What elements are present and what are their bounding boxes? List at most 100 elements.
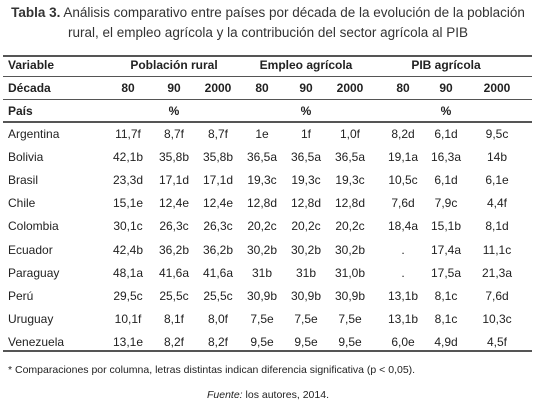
unit: % xyxy=(300,104,312,118)
cell: 20,2c xyxy=(291,219,321,234)
cell: 4,4f xyxy=(486,196,508,211)
decade: 90 xyxy=(439,81,453,95)
cell: 21,3a xyxy=(481,265,513,280)
cell: 4,9d xyxy=(434,334,458,349)
country: Chile xyxy=(8,196,36,211)
cell: 10,5c xyxy=(388,173,418,188)
cell: 17,4a xyxy=(430,242,462,257)
cell: 13,1e xyxy=(112,334,144,349)
cell: 15,1b xyxy=(430,219,462,234)
cell: 7,5e xyxy=(250,311,274,326)
cell: 41,6a xyxy=(202,265,234,280)
cell: 25,5c xyxy=(203,288,233,303)
cell: 30,1c xyxy=(113,219,143,234)
cell: 19,3c xyxy=(335,173,365,188)
cell: 13,1b xyxy=(387,288,419,303)
cell: 17,1d xyxy=(158,173,190,188)
cell: 12,8d xyxy=(246,196,278,211)
cell: 13,1b xyxy=(387,311,419,326)
header-decade: Década xyxy=(8,81,51,95)
cell: 1f xyxy=(300,127,312,141)
cell: 12,8d xyxy=(290,196,322,211)
cell: 30,2b xyxy=(246,242,278,257)
cell: 8,1c xyxy=(434,288,458,303)
decade: 2000 xyxy=(204,81,232,95)
cell: 6,0e xyxy=(391,334,415,349)
cell: 11,7f xyxy=(115,127,141,141)
cell: 12,8d xyxy=(334,196,366,211)
cell: 26,3c xyxy=(159,219,189,234)
cell: 36,5a xyxy=(290,150,322,165)
country: Venezuela xyxy=(8,334,65,349)
cell: 42,4b xyxy=(112,242,144,257)
cell: 7,6d xyxy=(485,288,509,303)
cell: 11,1c xyxy=(482,242,512,257)
cell: . xyxy=(401,242,405,257)
rule xyxy=(3,350,532,352)
country: Uruguay xyxy=(8,311,54,326)
cell: 35,8b xyxy=(158,150,190,165)
group-header: Población rural xyxy=(130,58,218,72)
cell: 10,1f xyxy=(114,311,142,326)
cell: 31b xyxy=(251,265,273,280)
cell: 8,0f xyxy=(207,311,229,326)
cell: 42,1b xyxy=(112,150,144,165)
country: Paraguay xyxy=(8,265,60,280)
cell: 20,2c xyxy=(335,219,365,234)
cell: 31,0b xyxy=(334,265,366,280)
cell: 12,4e xyxy=(202,196,234,211)
cell: 6,1d xyxy=(434,127,458,141)
country: Ecuador xyxy=(8,242,53,257)
cell: 36,5a xyxy=(246,150,278,165)
source-text: los autores, 2014. xyxy=(245,389,330,401)
footnote: * Comparaciones por columna, letras dist… xyxy=(8,364,416,376)
cell: 18,4a xyxy=(387,219,419,234)
cell: 16,3a xyxy=(430,150,462,165)
decade: 80 xyxy=(255,81,269,95)
cell: 14b xyxy=(486,150,508,165)
country: Colombia xyxy=(8,219,59,234)
cell: 35,8b xyxy=(202,150,234,165)
cell: 6,1d xyxy=(434,173,458,188)
cell: 30,2b xyxy=(290,242,322,257)
unit: % xyxy=(440,104,452,118)
cell: 8,7f xyxy=(163,127,185,141)
decade: 80 xyxy=(396,81,410,95)
cell: 8,1f xyxy=(163,311,185,326)
cell: 7,5e xyxy=(294,311,318,326)
decade: 2000 xyxy=(336,81,364,95)
cell: 36,5a xyxy=(334,150,366,165)
cell: 17,1d xyxy=(202,173,234,188)
cell: 9,5e xyxy=(294,334,318,349)
rule xyxy=(3,76,532,77)
unit: % xyxy=(168,104,180,118)
cell: 7,9c xyxy=(434,196,458,211)
cell: 17,5a xyxy=(430,265,462,280)
cell: 19,1a xyxy=(387,150,419,165)
cell: 31b xyxy=(295,265,317,280)
cell: 12,4e xyxy=(158,196,190,211)
cell: 7,5e xyxy=(338,311,362,326)
decade: 90 xyxy=(299,81,313,95)
country: Bolivia xyxy=(8,150,44,165)
decade: 90 xyxy=(167,81,181,95)
rule xyxy=(3,99,532,100)
cell: 20,2c xyxy=(247,219,277,234)
cell: 8,2d xyxy=(391,127,415,141)
cell: 1,0f xyxy=(339,127,361,141)
header-country: País xyxy=(8,104,33,118)
header-variable: Variable xyxy=(8,58,55,72)
source: Fuente: los autores, 2014. xyxy=(207,388,329,402)
cell: 9,5e xyxy=(250,334,274,349)
cell: 25,5c xyxy=(159,288,189,303)
title-label: Tabla 3. xyxy=(11,5,61,20)
cell: 30,9b xyxy=(334,288,366,303)
cell: 8,2f xyxy=(207,334,229,349)
cell: 29,5c xyxy=(113,288,143,303)
cell: 23,3d xyxy=(112,173,144,188)
cell: 36,2b xyxy=(158,242,190,257)
rule xyxy=(3,121,532,123)
cell: 10,3c xyxy=(482,311,512,326)
country: Perú xyxy=(8,288,34,303)
